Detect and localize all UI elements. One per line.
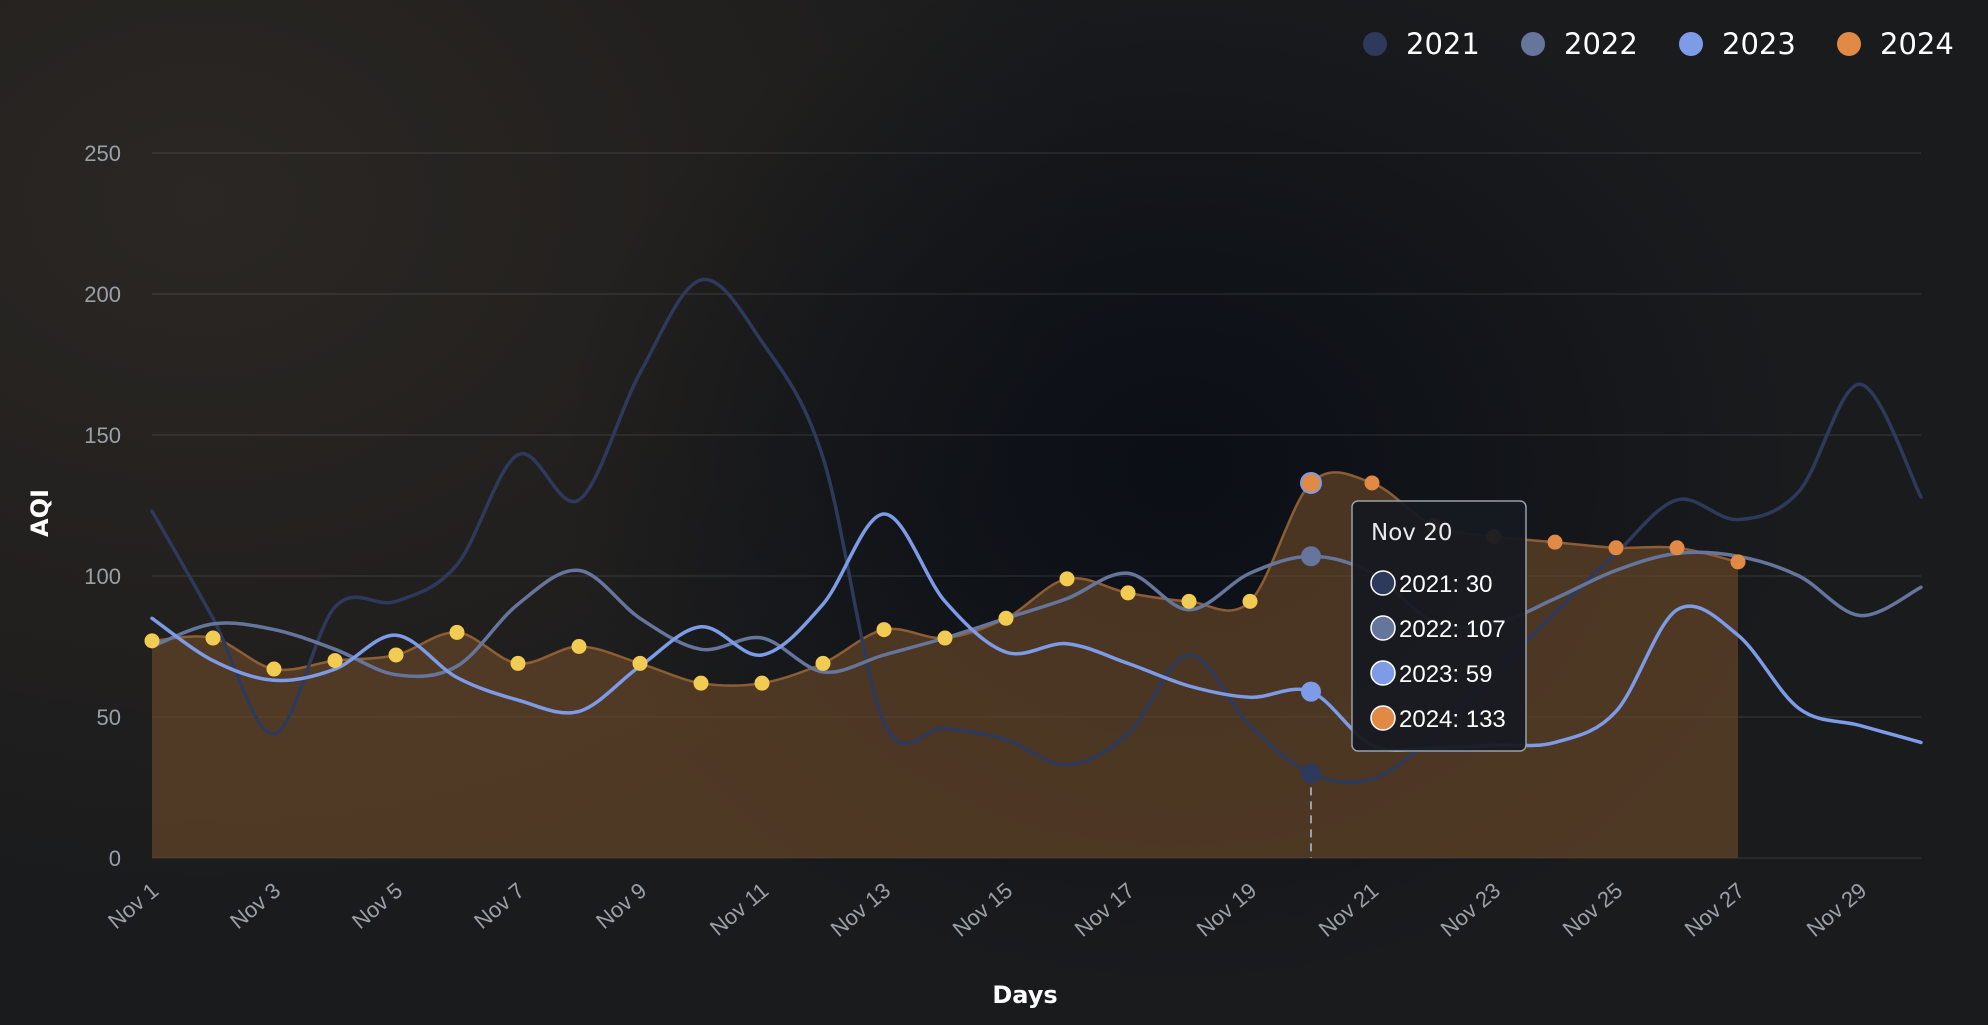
point-2024-1	[144, 633, 160, 649]
legend-swatch-2022	[1521, 32, 1545, 56]
point-2024-6	[449, 624, 465, 640]
tooltip-box	[1351, 500, 1527, 752]
legend-swatch-2023	[1679, 32, 1703, 56]
point-2024-27	[1730, 554, 1746, 570]
legend[interactable]: 2021 2022 2023 2024	[1363, 27, 1954, 61]
x-tick-label: Nov 17	[1070, 878, 1139, 942]
point-2024-8	[571, 639, 587, 654]
tooltip-title: Nov 20	[1371, 520, 1452, 546]
area-fill-2024	[152, 472, 1738, 858]
line-2023	[150, 512, 1923, 752]
x-tick-label: Nov 25	[1558, 878, 1627, 942]
x-tick-label: Nov 21	[1314, 878, 1383, 942]
point-2024-7	[510, 655, 526, 671]
legend-label-2021: 2021	[1406, 27, 1480, 61]
hover-point-2021	[1301, 763, 1321, 784]
tooltip: Nov 20 2021: 30 2022: 107 2023: 59 2024: 133	[1351, 500, 1527, 752]
point-2024-26	[1669, 540, 1685, 556]
y-tick-label: 100	[84, 564, 121, 589]
line-2022	[150, 550, 1923, 679]
point-2024-19	[1242, 593, 1258, 609]
tooltip-swatch-2024	[1370, 705, 1396, 731]
y-tick-label: 250	[84, 141, 121, 166]
point-2024-16	[1059, 571, 1075, 587]
x-tick-label: Nov 15	[948, 878, 1017, 942]
x-tick-label: Nov 3	[225, 878, 285, 934]
legend-item-2024[interactable]: 2024	[1837, 27, 1954, 61]
point-2024-24	[1547, 534, 1563, 550]
point-2024-25	[1608, 540, 1624, 556]
y-tick-label: 0	[109, 846, 121, 871]
legend-label-2022: 2022	[1564, 27, 1638, 61]
legend-item-2023[interactable]: 2023	[1679, 27, 1796, 61]
point-2024-4	[327, 653, 343, 669]
tooltip-item-2021: 2021: 30	[1399, 571, 1492, 598]
legend-label-2024: 2024	[1880, 27, 1954, 61]
hover-point-2022	[1301, 546, 1321, 567]
hover-point-2023	[1301, 681, 1321, 702]
y-axis-title: AQI	[26, 489, 54, 537]
x-tick-label: Nov 23	[1436, 878, 1505, 942]
tooltip-swatch-2022	[1370, 615, 1396, 641]
point-2024-3	[266, 661, 282, 677]
x-axis-ticks: Nov 1 Nov 3 Nov 5 Nov 7 Nov 9 Nov 11 Nov 13 Nov…	[103, 878, 1871, 942]
x-tick-label: Nov 9	[591, 878, 651, 934]
tooltip-item-2024: 2024: 133	[1399, 706, 1506, 733]
x-tick-label: Nov 27	[1680, 878, 1749, 942]
x-tick-label: Nov 7	[469, 878, 529, 934]
x-tick-label: Nov 19	[1192, 878, 1261, 942]
point-2024-17	[1120, 585, 1136, 601]
point-2024-15	[998, 610, 1014, 626]
y-tick-label: 150	[84, 423, 121, 448]
y-tick-label: 50	[97, 705, 121, 730]
legend-swatch-2021	[1363, 32, 1387, 56]
y-tick-label: 200	[84, 282, 121, 307]
point-2024-12	[815, 655, 831, 671]
point-2024-13	[876, 622, 892, 638]
legend-item-2021[interactable]: 2021	[1363, 27, 1480, 61]
x-tick-label: Nov 11	[705, 878, 773, 941]
point-2024-14	[937, 630, 953, 646]
x-tick-label: Nov 5	[347, 878, 407, 934]
x-tick-label: Nov 29	[1802, 878, 1871, 942]
point-2024-18	[1181, 593, 1197, 609]
point-2024-2	[205, 630, 221, 646]
tooltip-swatch-2021	[1370, 570, 1396, 596]
point-2024-5	[388, 647, 404, 663]
legend-swatch-2024	[1837, 32, 1861, 56]
point-2024-21	[1364, 475, 1380, 491]
point-2024-9	[632, 655, 648, 671]
y-axis-ticks: 0 50 100 150 200 250	[84, 141, 121, 871]
legend-item-2022[interactable]: 2022	[1521, 27, 1638, 61]
point-2024-11	[754, 675, 770, 691]
tooltip-item-2023: 2023: 59	[1399, 661, 1492, 688]
hover-point-2024	[1300, 471, 1322, 494]
tooltip-swatch-2023	[1370, 660, 1396, 686]
x-axis-title: Days	[992, 981, 1057, 1009]
tooltip-item-2022: 2022: 107	[1399, 616, 1506, 643]
x-tick-label: Nov 1	[103, 878, 163, 934]
legend-label-2023: 2023	[1722, 27, 1796, 61]
point-2024-10	[693, 675, 709, 691]
x-tick-label: Nov 13	[826, 878, 895, 942]
